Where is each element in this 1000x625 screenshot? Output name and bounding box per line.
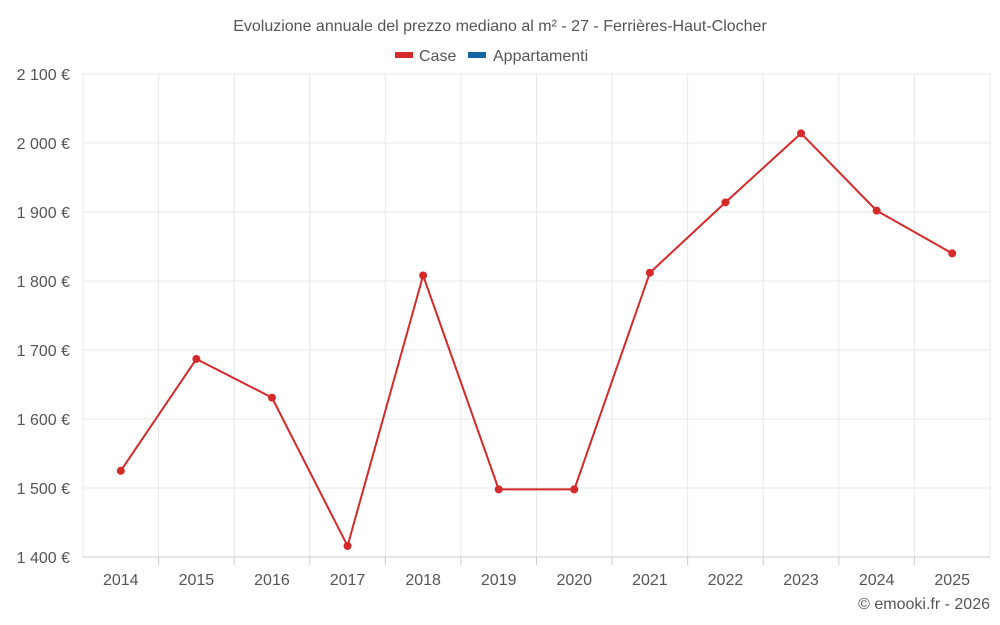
- legend-item-appartamenti[interactable]: Appartamenti: [468, 48, 588, 65]
- y-tick-label: 1 600 €: [17, 412, 70, 429]
- y-tick-label: 1 500 €: [17, 481, 70, 498]
- x-tick-label: 2015: [179, 572, 215, 589]
- y-tick-label: 2 100 €: [17, 67, 70, 84]
- data-point[interactable]: 2016: 1631: [267, 393, 276, 402]
- chart-title: Evoluzione annuale del prezzo mediano al…: [233, 18, 767, 35]
- x-tick-label: 2025: [934, 572, 970, 589]
- x-tick-label: 2023: [783, 572, 819, 589]
- x-tick-label: 2019: [481, 572, 517, 589]
- x-tick-label: 2020: [556, 572, 592, 589]
- x-tick-label: 2022: [708, 572, 744, 589]
- series-group: 2014: 1525 2015: 1687 2016: 1631 2017: 1416…: [116, 129, 957, 550]
- data-point[interactable]: 2025: 1840: [948, 249, 957, 258]
- data-point[interactable]: 2020: 1498: [570, 485, 579, 494]
- x-tick-label: 2021: [632, 572, 668, 589]
- series-line-case: [119, 132, 953, 547]
- data-point[interactable]: 2015: 1687: [192, 354, 201, 363]
- y-tick-label: 1 900 €: [17, 205, 70, 222]
- legend-label-case: Case: [419, 48, 456, 65]
- x-tick-label: 2024: [859, 572, 895, 589]
- y-tick-label: 1 400 €: [17, 550, 70, 567]
- x-axis-labels: 2014 2015 2016 2017 2018 2019 2020 2021 2022 2023…: [103, 572, 970, 589]
- data-point[interactable]: 2022: 1914: [721, 198, 730, 207]
- x-tick-label: 2014: [103, 572, 139, 589]
- x-tick-label: 2017: [330, 572, 366, 589]
- data-point[interactable]: 2018: 1808: [419, 271, 428, 280]
- data-point[interactable]: 2024: 1902: [872, 206, 881, 215]
- data-point[interactable]: 2019: 1498: [494, 485, 503, 494]
- legend-swatch-case: [395, 52, 413, 58]
- y-tick-label: 1 800 €: [17, 274, 70, 291]
- legend: Case Appartamenti: [395, 48, 588, 65]
- x-gridlines: [82, 74, 991, 565]
- x-tick-label: 2018: [405, 572, 441, 589]
- y-axis-labels: 1 400 € 1 500 € 1 600 € 1 700 € 1 800 € 1 900…: [17, 67, 70, 567]
- data-point[interactable]: 2017: 1416: [343, 541, 352, 550]
- legend-item-case[interactable]: Case: [395, 48, 456, 65]
- x-tick-label: 2016: [254, 572, 290, 589]
- data-point[interactable]: 2014: 1525: [116, 466, 125, 475]
- y-tick-label: 2 000 €: [17, 136, 70, 153]
- data-point[interactable]: 2021: 1812: [645, 268, 654, 277]
- y-tick-label: 1 700 €: [17, 343, 70, 360]
- legend-label-appartamenti: Appartamenti: [493, 48, 588, 65]
- credit-text: © emooki.fr - 2026: [858, 596, 990, 613]
- data-point[interactable]: 2023: 2014: [797, 129, 806, 138]
- legend-swatch-appartamenti: [468, 52, 486, 58]
